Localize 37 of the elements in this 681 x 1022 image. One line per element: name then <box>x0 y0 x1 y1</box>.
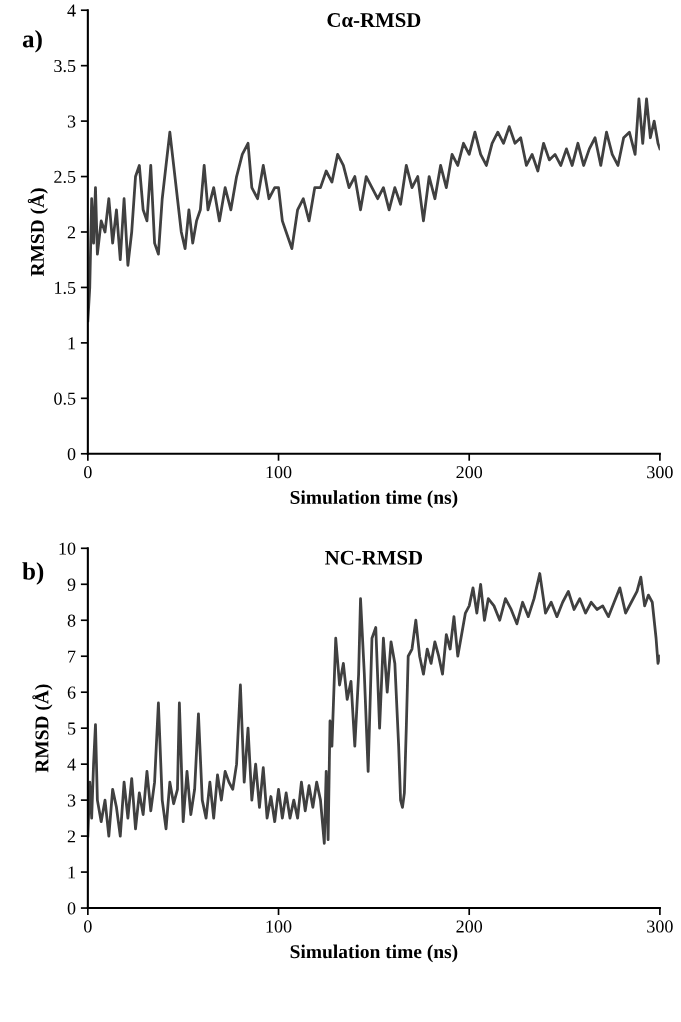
x-tick-label: 200 <box>456 466 483 479</box>
y-tick-label: 0.5 <box>54 392 76 405</box>
y-tick-label: 9 <box>67 578 76 591</box>
x-tick-label: 200 <box>456 920 483 933</box>
y-tick-label: 0 <box>67 448 76 461</box>
x-axis-title: Simulation time (ns) <box>290 944 458 963</box>
y-tick-label: 0 <box>67 902 76 915</box>
y-tick-label: 7 <box>68 650 76 663</box>
y-tick-label: 2 <box>67 226 76 239</box>
y-axis-title: RMSD (Å) <box>27 188 48 277</box>
x-tick-label: 300 <box>647 466 673 479</box>
y-tick-label: 3.5 <box>54 59 76 73</box>
y-tick-label: 10 <box>59 542 76 555</box>
line-series <box>87 572 660 845</box>
y-tick-label: 2.5 <box>54 170 76 184</box>
x-tick-label: 100 <box>266 466 292 479</box>
x-tick-label: 0 <box>84 920 92 933</box>
y-tick-label: 1 <box>68 866 75 879</box>
text: a) <box>22 29 42 53</box>
y-axis-title: RMSD (Å) <box>32 684 53 773</box>
y-tick-label: 2 <box>67 830 76 843</box>
chart-title: NC-RMSD <box>325 550 423 565</box>
y-tick-label: 5 <box>68 722 76 735</box>
x-axis-title: Simulation time (ns) <box>290 490 458 508</box>
y-tick-label: 6 <box>67 686 76 699</box>
y-tick-label: 1.5 <box>55 281 76 294</box>
y-tick-label: 8 <box>67 614 76 627</box>
y-tick-label: 1 <box>68 337 75 350</box>
y-tick-label: 3 <box>67 794 76 807</box>
x-tick-label: 0 <box>84 466 92 479</box>
text: b) <box>22 562 44 585</box>
y-tick-label: 4 <box>67 4 76 17</box>
y-tick-label: 3 <box>67 115 76 128</box>
y-tick-label: 4 <box>67 758 76 771</box>
x-tick-label: 300 <box>647 920 673 933</box>
x-tick-label: 100 <box>266 920 292 933</box>
chart-title: Cα-RMSD <box>327 13 421 28</box>
